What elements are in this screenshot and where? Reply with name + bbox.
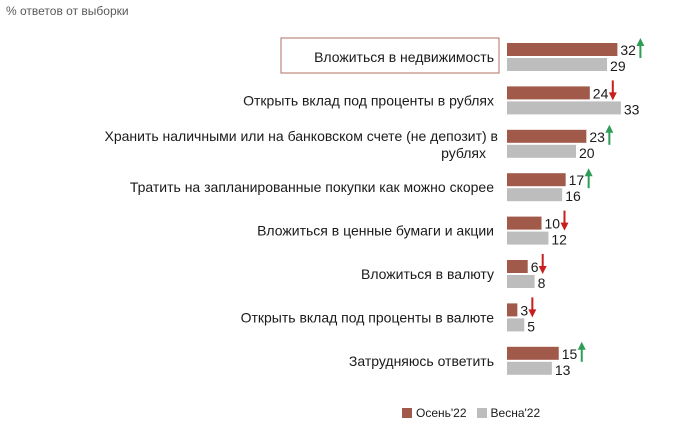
data-label-autumn: 17 <box>569 172 585 188</box>
bar-autumn <box>507 216 542 230</box>
trend-down-arrow-icon <box>538 266 547 274</box>
data-label-autumn: 23 <box>589 129 605 145</box>
data-label-autumn: 6 <box>531 259 539 275</box>
data-label-spring: 12 <box>551 232 567 248</box>
data-label-spring: 20 <box>579 145 595 161</box>
legend-label-autumn: Осень'22 <box>416 406 467 420</box>
category-label: Затрудняюсь ответить <box>349 353 494 369</box>
category-label: Вложиться в недвижимость <box>314 49 494 65</box>
data-label-autumn: 15 <box>562 346 578 362</box>
category-label: Вложиться в валюту <box>361 266 494 282</box>
data-label-autumn: 10 <box>545 216 561 232</box>
bar-autumn <box>507 260 528 273</box>
bar-spring <box>507 58 608 71</box>
legend-swatch-spring <box>476 408 487 418</box>
category-label: Тратить на запланированные покупки как м… <box>130 179 494 195</box>
bar-spring <box>507 275 535 288</box>
trend-down-arrow-icon <box>608 92 617 101</box>
bar-spring <box>507 188 563 202</box>
bar-spring <box>507 231 549 245</box>
bar-autumn <box>507 346 559 360</box>
data-label-spring: 13 <box>555 362 571 378</box>
data-label-autumn: 32 <box>620 42 636 58</box>
category-label-line: Хранить наличными или на банковском счет… <box>104 128 498 144</box>
bar-autumn <box>507 43 618 56</box>
trend-up-arrow-icon <box>636 38 645 46</box>
bar-autumn <box>507 303 518 317</box>
bar-spring <box>507 144 576 158</box>
category-label: Вложиться в ценные бумаги и акции <box>257 223 494 239</box>
data-label-spring: 8 <box>538 275 546 291</box>
trend-up-arrow-icon <box>577 341 586 350</box>
data-label-spring: 5 <box>527 318 535 334</box>
trend-up-arrow-icon <box>605 124 614 133</box>
data-label-spring: 29 <box>610 58 626 74</box>
chart-subtitle: % ответов от выборки <box>6 4 129 18</box>
category-label: Открыть вклад под проценты в рублях <box>243 92 494 108</box>
data-label-autumn: 3 <box>520 302 528 318</box>
bar-autumn <box>507 86 590 100</box>
category-label: Открыть вклад под проценты в валюте <box>241 309 495 325</box>
trend-down-arrow-icon <box>560 222 569 231</box>
legend: Осень'22 Весна'22 <box>402 406 540 420</box>
data-label-spring: 16 <box>565 188 581 204</box>
bar-spring <box>507 361 552 375</box>
trend-down-arrow-icon <box>528 309 537 318</box>
legend-item-spring: Весна'22 <box>476 406 541 420</box>
category-label-line: рублях <box>441 145 486 161</box>
bar-autumn <box>507 173 566 187</box>
legend-swatch-autumn <box>402 408 412 418</box>
legend-label-spring: Весна'22 <box>490 406 541 420</box>
legend-item-autumn: Осень'22 <box>402 406 467 420</box>
bar-autumn <box>507 129 587 143</box>
highlight-box <box>280 37 500 74</box>
bar-spring <box>507 101 621 115</box>
category-label: Хранить наличными или на банковском счет… <box>104 128 498 161</box>
data-label-autumn: 24 <box>593 85 609 101</box>
trend-up-arrow-icon <box>584 168 593 177</box>
bar-spring <box>507 318 525 332</box>
data-label-spring: 33 <box>624 101 640 117</box>
